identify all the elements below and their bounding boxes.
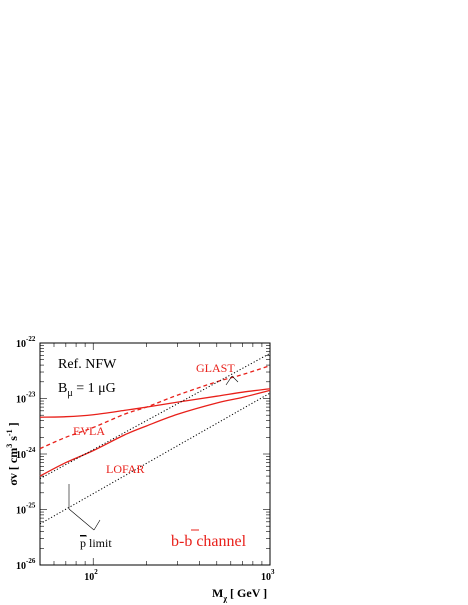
y-tick-base: 10 [16,561,26,572]
channel-label: b-b channel [171,533,247,550]
channel-b2: b [184,533,192,550]
y-tick-base: 10 [16,450,26,461]
axis-ticks [39,343,271,566]
y-tick-label: 10-23 [16,391,36,406]
series-p-limit-upper [39,352,271,480]
x-axis-title-unit: [ GeV ] [230,586,267,600]
series-p-limit-lower [39,392,271,525]
y-axis-title-exp1: 3 [5,444,14,448]
x-tick-label: 102 [84,568,98,583]
channel-text: channel [192,533,246,550]
ref-label: Ref. NFW [58,357,117,372]
y-tick-base: 10 [16,395,26,406]
x-tick-base: 10 [261,572,271,583]
plot-frame [39,342,271,566]
y-tick-label: 10-24 [16,446,36,461]
plimit-bracket-line-3 [93,519,101,531]
y-tick-exp: -23 [26,391,36,399]
y-axis-title-main: σv [ cm [6,448,20,486]
x-axis-title: Mχ[ GeV ] [212,586,267,603]
channel-b1: b [171,533,179,550]
x-axis-title-main: M [212,586,223,600]
glast-pointer [225,375,233,386]
y-tick-label: 10-26 [16,557,36,572]
series-layer [39,352,271,525]
y-axis-title: σv [ cm3 s-1 ] [5,422,20,485]
y-tick-base: 10 [16,339,26,350]
series-lofar [39,389,271,477]
channel-dash: - [179,533,184,550]
y-tick-base: 10 [16,506,26,517]
b-field-sub: μ [67,388,72,399]
y-tick-exp: -25 [26,502,36,510]
x-axis-title-sub: χ [222,594,227,603]
y-tick-exp: -24 [26,446,36,454]
y-axis-title-mid: s [6,436,20,444]
evla-label: EVLA [73,424,105,438]
glast-label: GLAST [196,361,235,375]
x-tick-label: 103 [261,568,275,583]
plimit-text: limit [86,536,112,550]
plimit-bracket-line-2 [68,508,95,531]
y-tick-exp: -26 [26,557,36,565]
y-tick-label: 10-25 [16,502,36,517]
plimit-bracket [68,484,101,531]
x-tick-exp: 2 [94,568,98,576]
plimit-label: p limit [80,536,112,550]
y-tick-label: 10-22 [16,335,36,350]
x-tick-exp: 3 [271,568,275,576]
x-tick-base: 10 [84,572,94,583]
y-axis-title-exp2: -1 [5,429,14,436]
y-tick-exp: -22 [26,335,36,343]
series-glast [39,365,271,450]
glast-pointer-2 [231,375,239,383]
y-axis-title-end: ] [6,422,20,429]
plimit-p: p [80,536,86,550]
b-field-value: = 1 μG [73,381,116,396]
b-field-label: Bμ = 1 μG [58,381,116,399]
b-field-symbol: B [58,381,67,396]
lofar-label: LOFAR [106,462,144,476]
